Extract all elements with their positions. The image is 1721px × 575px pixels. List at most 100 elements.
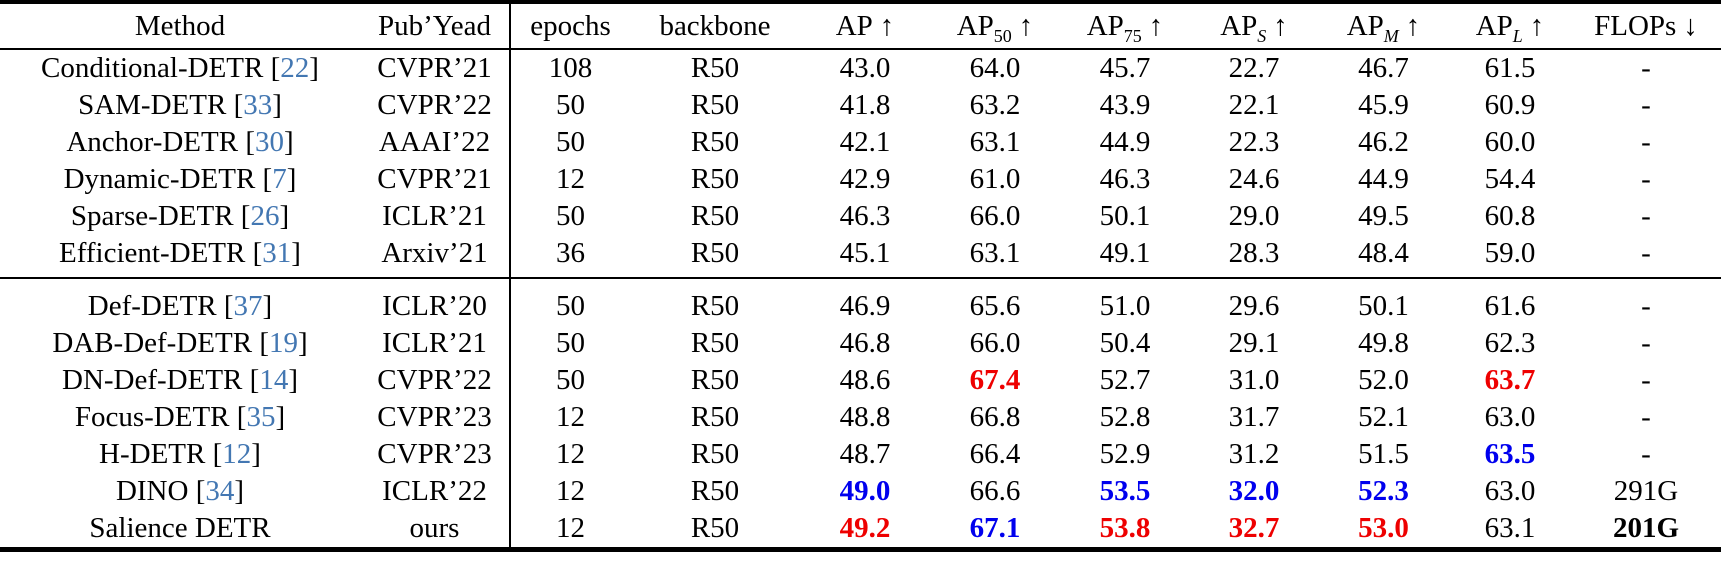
col-header-label: AP: [835, 9, 873, 42]
table-row: DN-Def-DETR [14] CVPR’22 50 R50 48.6 67.4 52.7…: [0, 362, 1721, 399]
ap-large-cell: 63.0: [1484, 475, 1536, 507]
ap-small-cell: 28.3: [1190, 235, 1318, 279]
ap75-cell: 45.7: [1099, 52, 1151, 84]
method-cell: Sparse-DETR [26]: [70, 200, 290, 232]
ap50-cell: 67.1: [969, 512, 1021, 544]
ap-cell: 46.9: [839, 290, 891, 322]
citation-link[interactable]: 14: [259, 364, 289, 396]
backbone-cell: R50: [690, 163, 740, 195]
col-header-label: FLOPs: [1594, 9, 1677, 42]
citation-link[interactable]: 30: [255, 126, 284, 158]
ap-small-cell: 22.7: [1228, 52, 1280, 84]
ap-large-cell: 63.1: [1484, 512, 1536, 544]
ap50-cell: 64.0: [969, 52, 1021, 84]
ap50-cell: 66.6: [969, 475, 1021, 507]
ap-medium-cell: 53.0: [1358, 512, 1409, 544]
col-header-subscript: L: [1512, 25, 1523, 46]
ap-large-cell: 60.0: [1484, 126, 1536, 158]
backbone-cell: R50: [690, 401, 740, 433]
ap-medium-cell: 48.4: [1318, 235, 1449, 279]
ap-large-cell: 54.4: [1484, 163, 1536, 195]
ap50-cell: 65.6: [969, 290, 1021, 322]
up-arrow-icon: ↑: [1018, 9, 1034, 42]
ap-large-cell: 63.7: [1484, 364, 1536, 396]
ap-large-cell: 60.8: [1484, 200, 1536, 232]
method-cell: Def-DETR [37]: [87, 290, 273, 322]
col-header-label: backbone: [659, 9, 771, 42]
ap-cell: 42.9: [839, 163, 891, 195]
col-header-backbone: backbone: [630, 2, 800, 50]
ap50-cell: 63.1: [930, 235, 1060, 279]
citation-link[interactable]: 35: [246, 401, 276, 433]
ap-large-cell: 59.0: [1449, 235, 1571, 279]
up-arrow-icon: ↑: [1148, 9, 1164, 42]
ap50-cell: 66.4: [969, 438, 1021, 470]
up-arrow-icon: ↑: [1273, 9, 1288, 42]
ap-cell: 45.1: [800, 235, 930, 279]
pub-year-cell: AAAI’22: [378, 126, 491, 158]
table-row: DINO [34] ICLR’22 12 R50 49.0 66.6 53.5 32.0 52.…: [0, 473, 1721, 510]
ap75-cell: 53.5: [1099, 475, 1151, 507]
table-body: Conditional-DETR [22] CVPR’21 108 R50 43.0 64…: [0, 49, 1721, 550]
ap-small-cell: 22.3: [1228, 126, 1280, 158]
flops-cell: -: [1571, 235, 1721, 279]
citation-link[interactable]: 31: [262, 237, 292, 269]
citation-link[interactable]: 22: [280, 52, 310, 84]
epochs-cell: 12: [509, 510, 630, 550]
col-header-label: AP: [1346, 9, 1384, 42]
up-arrow-icon: ↑: [879, 9, 895, 42]
citation-link[interactable]: 12: [222, 438, 252, 470]
ap-medium-cell: 44.9: [1358, 163, 1409, 195]
method-cell: Focus-DETR [35]: [74, 401, 286, 433]
table-row: Sparse-DETR [26] ICLR’21 50 R50 46.3 66.0 50.1…: [0, 198, 1721, 235]
citation-link[interactable]: 37: [233, 290, 263, 322]
citation-link[interactable]: 7: [272, 163, 287, 195]
method-cell: Dynamic-DETR [7]: [63, 163, 297, 195]
ap-small-cell: 32.0: [1228, 475, 1280, 507]
method-cell: DINO [34]: [115, 475, 245, 507]
ap75-cell: 50.1: [1099, 200, 1151, 232]
flops-cell: 201G: [1612, 512, 1680, 544]
col-header-ap50: AP50 ↑: [930, 2, 1060, 50]
flops-cell: -: [1641, 200, 1651, 232]
table-row: SAM-DETR [33] CVPR’22 50 R50 41.8 63.2 43.9 22.…: [0, 87, 1721, 124]
citation-link[interactable]: 34: [205, 475, 235, 507]
pub-year-cell: CVPR’21: [377, 163, 492, 195]
flops-cell: -: [1641, 438, 1651, 470]
citation-link[interactable]: 19: [268, 327, 298, 359]
ap-small-cell: 31.2: [1228, 438, 1280, 470]
ap75-cell: 53.8: [1099, 512, 1151, 544]
col-header-method: Method: [0, 2, 360, 50]
pub-year-cell: CVPR’23: [377, 401, 492, 433]
ap75-cell: 52.7: [1099, 364, 1151, 396]
ap50-cell: 66.0: [969, 200, 1021, 232]
method-cell: SAM-DETR [33]: [78, 89, 282, 121]
pub-year-cell: CVPR’23: [377, 438, 492, 470]
pub-year-cell: CVPR’22: [377, 364, 492, 396]
method-cell: Efficient-DETR [31]: [0, 235, 360, 279]
ap50-cell: 61.0: [969, 163, 1021, 195]
epochs-cell: 108: [509, 49, 630, 87]
citation-link[interactable]: 26: [250, 200, 280, 232]
pub-year-cell: CVPR’21: [377, 52, 492, 84]
pub-year-cell: ICLR’21: [382, 327, 487, 359]
backbone-cell: R50: [690, 52, 740, 84]
ap-medium-cell: 52.3: [1358, 475, 1409, 507]
col-header-ap-medium: APM ↑: [1318, 2, 1449, 50]
backbone-cell: R50: [690, 475, 740, 507]
ap-cell: 48.7: [839, 438, 891, 470]
ap-medium-cell: 46.7: [1358, 52, 1409, 84]
ap50-cell: 67.4: [969, 364, 1021, 396]
method-cell: Conditional-DETR [22]: [41, 52, 319, 84]
pub-year-cell: ICLR’20: [382, 290, 487, 322]
citation-link[interactable]: 33: [243, 89, 273, 121]
header-row: Method Pub’Yead epochs backbone AP ↑ AP50 ↑ AP75…: [0, 2, 1721, 50]
col-header-label: AP: [956, 9, 994, 42]
epochs-cell: 50: [509, 325, 630, 362]
table-row: Salience DETR ours 12 R50 49.2 67.1 53.8 32.7 53…: [0, 510, 1721, 550]
ap-medium-cell: 52.0: [1358, 364, 1409, 396]
flops-cell: -: [1641, 126, 1651, 158]
col-header-subscript: 75: [1123, 25, 1142, 46]
pub-year-cell: CVPR’22: [377, 89, 492, 121]
backbone-cell: R50: [690, 200, 740, 232]
